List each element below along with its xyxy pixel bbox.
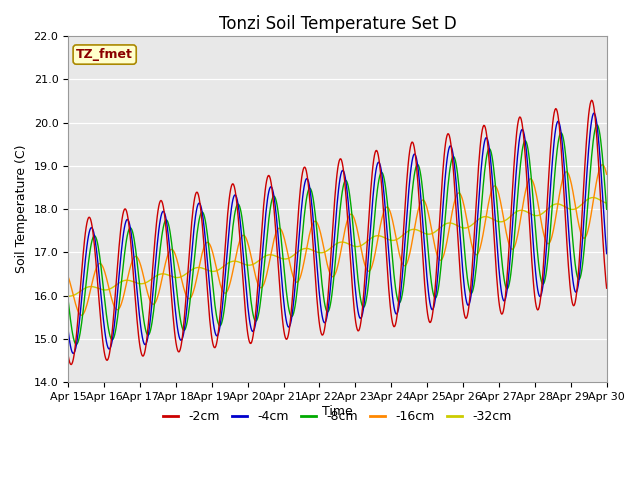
X-axis label: Time: Time (322, 405, 353, 418)
Y-axis label: Soil Temperature (C): Soil Temperature (C) (15, 145, 28, 273)
Title: Tonzi Soil Temperature Set D: Tonzi Soil Temperature Set D (218, 15, 456, 33)
Text: TZ_fmet: TZ_fmet (76, 48, 133, 61)
Legend: -2cm, -4cm, -8cm, -16cm, -32cm: -2cm, -4cm, -8cm, -16cm, -32cm (158, 405, 516, 428)
